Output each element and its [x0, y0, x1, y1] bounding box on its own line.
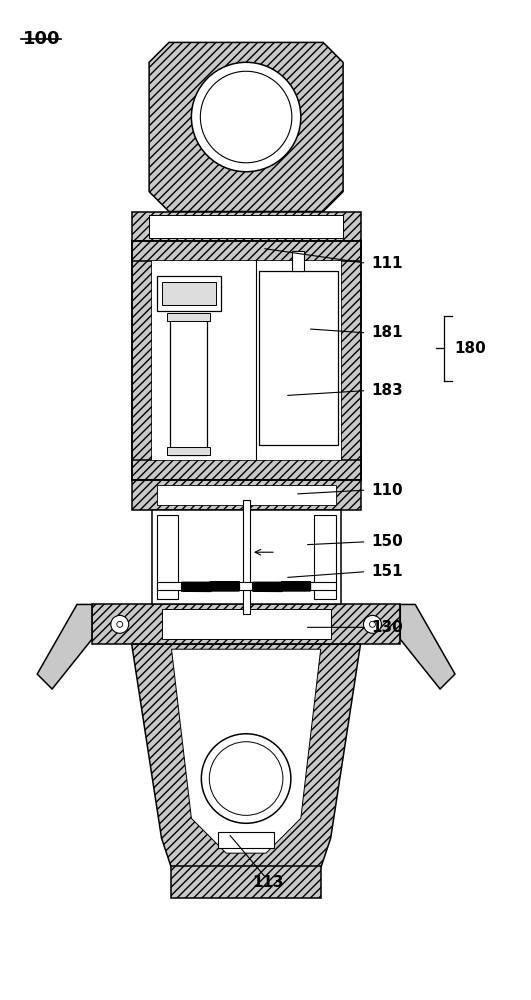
- Bar: [172, 866, 321, 898]
- Circle shape: [201, 734, 291, 823]
- Bar: [167, 313, 210, 321]
- Circle shape: [209, 742, 283, 815]
- Bar: [157, 276, 221, 311]
- Polygon shape: [149, 42, 343, 212]
- Bar: [259, 271, 338, 445]
- Circle shape: [370, 621, 375, 627]
- Bar: [151, 261, 340, 460]
- Circle shape: [117, 621, 123, 627]
- Text: 111: 111: [372, 256, 403, 271]
- Bar: [157, 485, 336, 505]
- Text: 181: 181: [372, 325, 403, 340]
- Bar: [340, 241, 361, 480]
- Text: 113: 113: [252, 875, 284, 890]
- Polygon shape: [172, 649, 321, 853]
- Polygon shape: [132, 644, 361, 868]
- Circle shape: [200, 71, 292, 163]
- Text: 100: 100: [23, 30, 61, 48]
- Bar: [132, 241, 361, 261]
- Text: 183: 183: [372, 383, 403, 398]
- Bar: [132, 241, 361, 480]
- Text: 151: 151: [372, 564, 403, 579]
- Polygon shape: [400, 604, 455, 689]
- Bar: [314, 515, 336, 599]
- Bar: [151, 510, 340, 604]
- Text: 150: 150: [372, 534, 403, 549]
- Bar: [157, 582, 336, 590]
- Bar: [292, 251, 304, 271]
- Text: 130: 130: [372, 620, 403, 635]
- Bar: [132, 480, 361, 510]
- Bar: [92, 604, 400, 644]
- Bar: [243, 500, 250, 614]
- Bar: [169, 316, 207, 455]
- Circle shape: [191, 62, 301, 172]
- Bar: [132, 460, 361, 480]
- Polygon shape: [37, 604, 92, 689]
- Bar: [161, 609, 331, 639]
- Bar: [218, 832, 274, 848]
- Circle shape: [364, 615, 381, 633]
- Bar: [161, 282, 216, 305]
- Bar: [132, 212, 361, 241]
- Text: 180: 180: [454, 341, 486, 356]
- Circle shape: [111, 615, 129, 633]
- Bar: [132, 241, 151, 480]
- Bar: [167, 447, 210, 455]
- Bar: [157, 515, 178, 599]
- Text: 110: 110: [372, 483, 403, 498]
- Bar: [149, 215, 343, 238]
